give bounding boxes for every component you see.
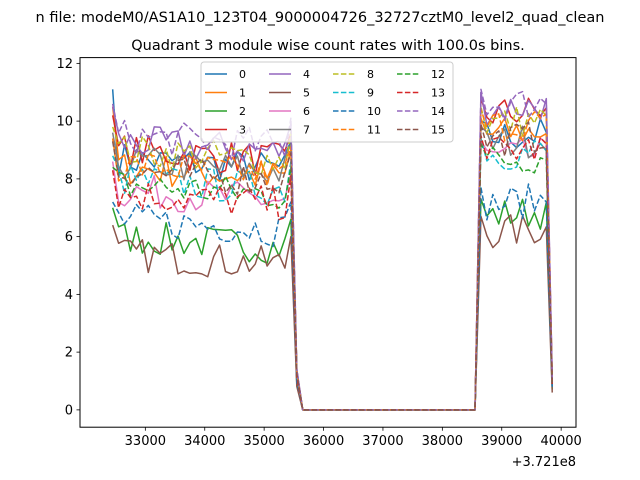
chart-title: Quadrant 3 module wise count rates with …: [131, 38, 525, 54]
figure-suptitle: n file: modeM0/AS1A10_123T04_9000004726_…: [36, 10, 605, 26]
legend-label-11: 11: [367, 124, 381, 137]
y-tick-label: 0: [65, 403, 73, 418]
legend-box: [200, 61, 454, 143]
legend-label-3: 3: [239, 124, 246, 137]
plot-area: [111, 88, 553, 411]
legend-label-13: 13: [431, 87, 445, 100]
x-tick-label: 34000: [184, 434, 225, 449]
x-axis: 33000 34000 35000 36000 37000 38000 39000 40000: [125, 427, 582, 449]
legend-label-2: 2: [239, 105, 246, 118]
legend-label-10: 10: [367, 105, 381, 118]
x-axis-offset-label: +3.721e8: [512, 455, 576, 470]
y-tick-label: 8: [65, 172, 73, 187]
y-tick-label: 6: [65, 230, 73, 245]
legend-label-15: 15: [431, 124, 445, 137]
x-tick-label: 37000: [362, 434, 403, 449]
legend-label-12: 12: [431, 68, 445, 81]
x-tick-label: 33000: [125, 434, 166, 449]
legend-label-0: 0: [239, 68, 246, 81]
x-tick-label: 39000: [481, 434, 522, 449]
legend-label-4: 4: [303, 68, 310, 81]
legend-label-1: 1: [239, 87, 246, 100]
y-tick-label: 2: [65, 346, 73, 361]
legend-label-6: 6: [303, 105, 310, 118]
y-tick-label: 10: [56, 115, 73, 130]
legend-label-14: 14: [431, 105, 445, 118]
legend-label-5: 5: [303, 87, 310, 100]
x-tick-label: 35000: [243, 434, 284, 449]
y-tick-label: 12: [56, 57, 73, 72]
series-line-15: [111, 121, 553, 411]
y-axis: 0 2 4 6 8 10 12: [56, 57, 80, 418]
series-line-9: [111, 137, 553, 411]
x-tick-label: 36000: [303, 434, 344, 449]
x-tick-label: 40000: [540, 434, 581, 449]
y-tick-label: 4: [65, 288, 73, 303]
x-tick-label: 38000: [422, 434, 463, 449]
axes-frame: [79, 57, 577, 428]
legend-label-9: 9: [367, 87, 374, 100]
legend-label-7: 7: [303, 124, 310, 137]
legend-label-8: 8: [367, 68, 374, 81]
